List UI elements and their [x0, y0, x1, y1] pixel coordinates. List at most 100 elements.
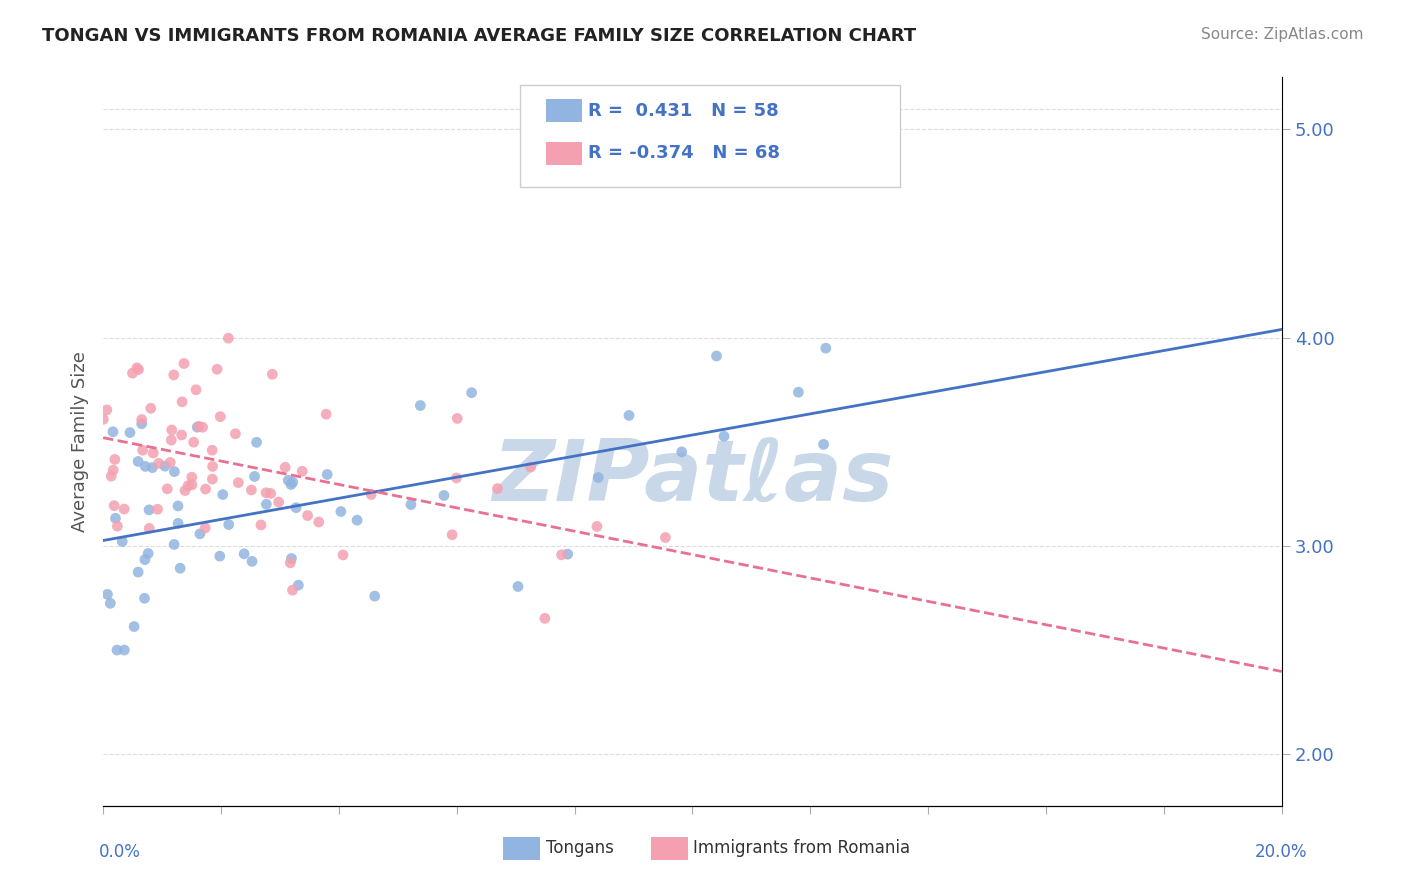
Point: [245, 435, 267, 450]
Point: [169, 561, 191, 575]
Point: [121, 366, 143, 380]
Point: [240, 554, 263, 568]
Point: [201, 472, 224, 486]
Point: [105, 519, 128, 533]
Point: [486, 482, 509, 496]
Point: [142, 446, 165, 460]
Point: [224, 426, 246, 441]
Point: [308, 515, 330, 529]
Point: [259, 486, 281, 500]
Point: [281, 475, 304, 490]
Text: 20.0%: 20.0%: [1256, 843, 1308, 861]
Point: [96, 587, 118, 601]
Point: [167, 516, 190, 531]
Point: [188, 526, 211, 541]
Point: [441, 528, 464, 542]
Point: [160, 433, 183, 447]
Point: [98, 596, 121, 610]
Point: [277, 474, 299, 488]
Point: [139, 401, 162, 416]
Point: [134, 552, 156, 566]
Point: [101, 463, 124, 477]
Point: [713, 429, 735, 443]
Point: [160, 423, 183, 437]
Point: [267, 495, 290, 509]
Point: [208, 549, 231, 563]
Point: [399, 498, 422, 512]
Point: [163, 465, 186, 479]
Point: [134, 459, 156, 474]
Point: [814, 341, 837, 355]
Point: [228, 475, 250, 490]
Point: [506, 579, 529, 593]
Point: [111, 534, 134, 549]
Point: [101, 425, 124, 439]
Point: [186, 420, 208, 434]
Point: [141, 460, 163, 475]
Point: [103, 499, 125, 513]
Point: [534, 611, 557, 625]
Point: [136, 547, 159, 561]
Point: [332, 548, 354, 562]
Point: [460, 385, 482, 400]
Point: [96, 403, 118, 417]
Point: [127, 565, 149, 579]
Point: [254, 485, 277, 500]
Point: [138, 521, 160, 535]
Point: [163, 537, 186, 551]
Point: [315, 407, 337, 421]
Text: Immigrants from Romania: Immigrants from Romania: [693, 839, 910, 857]
Point: [209, 409, 232, 424]
Point: [153, 459, 176, 474]
Point: [360, 487, 382, 501]
Point: [557, 547, 579, 561]
Point: [654, 531, 676, 545]
Point: [128, 362, 150, 376]
Point: [159, 455, 181, 469]
Point: [262, 368, 284, 382]
Point: [617, 409, 640, 423]
Point: [813, 437, 835, 451]
Point: [243, 469, 266, 483]
Text: Source: ZipAtlas.com: Source: ZipAtlas.com: [1201, 27, 1364, 42]
Text: R = -0.374   N = 68: R = -0.374 N = 68: [588, 145, 780, 162]
Point: [167, 499, 190, 513]
Text: TONGAN VS IMMIGRANTS FROM ROMANIA AVERAGE FAMILY SIZE CORRELATION CHART: TONGAN VS IMMIGRANTS FROM ROMANIA AVERAG…: [42, 27, 917, 45]
Point: [194, 521, 217, 535]
Point: [91, 412, 114, 426]
Point: [127, 454, 149, 468]
Point: [170, 428, 193, 442]
Point: [254, 497, 277, 511]
Point: [172, 394, 194, 409]
Point: [201, 459, 224, 474]
Point: [671, 445, 693, 459]
Point: [250, 518, 273, 533]
Point: [131, 412, 153, 426]
Point: [287, 578, 309, 592]
Point: [174, 483, 197, 498]
Point: [148, 456, 170, 470]
Point: [278, 556, 301, 570]
Point: [191, 420, 214, 434]
Point: [586, 519, 609, 533]
Point: [218, 517, 240, 532]
Point: [163, 368, 186, 382]
Point: [446, 411, 468, 425]
Point: [233, 547, 256, 561]
Point: [105, 643, 128, 657]
Point: [433, 488, 456, 502]
Point: [146, 502, 169, 516]
Point: [194, 482, 217, 496]
Point: [112, 502, 135, 516]
Point: [787, 385, 810, 400]
Point: [291, 464, 314, 478]
Point: [125, 360, 148, 375]
Point: [329, 504, 352, 518]
Point: [131, 417, 153, 431]
Point: [281, 583, 304, 598]
Point: [180, 470, 202, 484]
Point: [409, 399, 432, 413]
Point: [588, 470, 610, 484]
Point: [134, 591, 156, 606]
Point: [240, 483, 263, 497]
